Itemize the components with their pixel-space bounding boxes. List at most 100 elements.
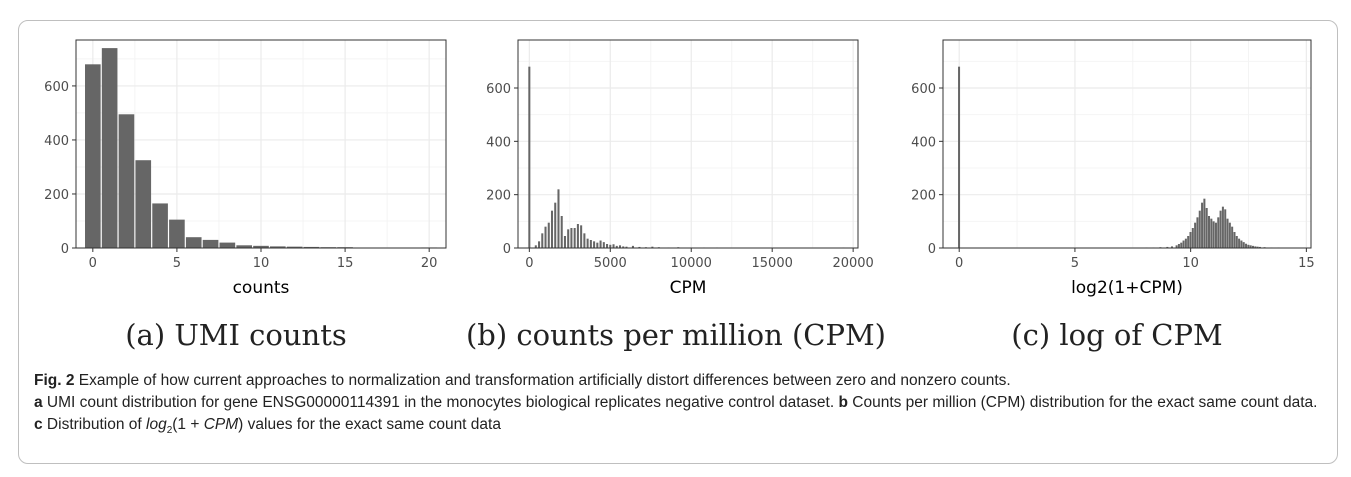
x-tick-label: 20 (421, 256, 438, 271)
histogram-bar (1245, 243, 1248, 248)
chart-log-cpm: 0 200 400 600 0 5 10 15 log2(1+CPM) (911, 39, 1315, 298)
panel-border (942, 39, 1312, 249)
histogram-bar (576, 224, 579, 248)
y-tick-label: 600 (486, 82, 511, 97)
x-tick-label: 10 (1182, 256, 1199, 271)
histogram-bar (1194, 222, 1197, 248)
histogram-bar (538, 241, 541, 248)
histogram-bar (202, 239, 219, 248)
x-tick-label: 15 (337, 256, 354, 271)
fig-caption-text: Example of how current approaches to nor… (74, 372, 1011, 389)
caption-c-text-end: values for the exact same count data (243, 416, 501, 433)
histogram-bar (1182, 240, 1185, 248)
caption-a-label: a (34, 394, 43, 411)
caption-a-text: UMI count distribution for gene ENSG0000… (42, 394, 839, 411)
histogram-bar (1198, 210, 1201, 248)
histogram-bar (596, 242, 599, 248)
histogram-bar (534, 245, 537, 248)
histogram-bar (631, 245, 634, 248)
x-axis-title: log2(1+CPM) (1071, 278, 1183, 298)
caption-c-label: c (34, 416, 43, 433)
y-tick-label: 400 (911, 135, 936, 150)
histogram-bar (618, 245, 622, 248)
histogram-bar (625, 246, 628, 248)
histogram-bar (1254, 246, 1257, 248)
histogram-bar (599, 240, 602, 248)
y-tick-label: 400 (44, 134, 69, 149)
histogram-bar (185, 237, 202, 248)
histogram-bar (1247, 244, 1250, 248)
histogram-bar (1258, 246, 1261, 248)
x-tick-label: 10000 (671, 256, 712, 271)
x-axis-title: CPM (670, 278, 707, 298)
figure-frame (18, 20, 1338, 464)
x-tick-label: 15000 (752, 256, 793, 271)
histogram-bar (169, 219, 185, 248)
histogram-bar (622, 246, 625, 248)
histogram-bar (1175, 245, 1178, 248)
histogram-bar (580, 225, 583, 248)
y-tick-label: 600 (911, 82, 936, 97)
x-tick-label: 5 (1071, 256, 1079, 271)
subcaption-b: (b) counts per million (CPM) (465, 318, 887, 352)
histogram-bar (586, 238, 589, 248)
caption-math-var: CPM (203, 416, 239, 433)
histogram-bar (1212, 221, 1215, 248)
histogram-bar (589, 240, 592, 248)
y-tick-label: 0 (61, 242, 69, 257)
histogram-bar (583, 233, 586, 248)
histogram-bar (528, 66, 531, 248)
histogram-bar (1240, 240, 1243, 248)
x-tick-label: 5000 (594, 256, 627, 271)
histogram-bar (101, 48, 118, 248)
histogram-bar (573, 228, 576, 248)
histogram-bar (544, 226, 547, 248)
histogram-bar (1177, 244, 1180, 248)
chart-cpm: 0 200 400 600 0 5000 10000 15000 20000 CPM (486, 39, 874, 298)
x-tick-label: 0 (89, 256, 97, 271)
histogram-bar (118, 114, 135, 249)
subcaption-c: (c) log of CPM (1011, 318, 1223, 352)
histogram-bar (609, 244, 612, 248)
x-tick-label: 15 (1298, 256, 1315, 271)
histogram-bar (593, 241, 596, 248)
histogram-bar (612, 244, 615, 248)
caption-math-sub: 2 (166, 425, 173, 437)
histogram-bar (1226, 218, 1229, 248)
histogram-bar (651, 246, 654, 248)
histogram-bar (1166, 246, 1169, 248)
caption-b-label: b (838, 394, 848, 411)
histogram-bar (1180, 242, 1183, 248)
histogram-bar (1191, 228, 1194, 248)
histogram-bar (1203, 198, 1206, 248)
histogram-bar (570, 228, 573, 248)
histogram-bar (1238, 238, 1241, 248)
histogram-bar (1219, 210, 1222, 248)
panel-border (75, 39, 447, 249)
fig-label: Fig. 2 (34, 372, 75, 389)
histogram-bar (1196, 217, 1199, 248)
panel-border (517, 39, 859, 249)
caption-math-log: log (146, 416, 167, 433)
histogram-bar (550, 210, 554, 248)
x-axis-title: counts (233, 278, 290, 298)
histogram-bar (1217, 217, 1220, 248)
histogram-bar (1210, 218, 1213, 248)
histogram-bar (1224, 209, 1227, 248)
y-tick-label: 0 (928, 242, 936, 257)
histogram-bar (1214, 222, 1217, 248)
histogram-bar (563, 236, 566, 248)
histogram-bar (1242, 242, 1245, 248)
histogram-bar (1189, 232, 1192, 248)
histogram-bar (236, 245, 252, 248)
histogram-bar (135, 160, 152, 248)
caption-c-text: Distribution of (42, 416, 147, 433)
caption-math-close: ) (238, 416, 244, 433)
histogram-bar (1184, 238, 1187, 248)
histogram-bar (1235, 236, 1238, 248)
y-tick-label: 200 (911, 189, 936, 204)
histogram-bar (270, 246, 286, 248)
histogram-bar (547, 222, 550, 248)
y-tick-label: 400 (486, 135, 511, 150)
y-tick-label: 200 (486, 189, 511, 204)
